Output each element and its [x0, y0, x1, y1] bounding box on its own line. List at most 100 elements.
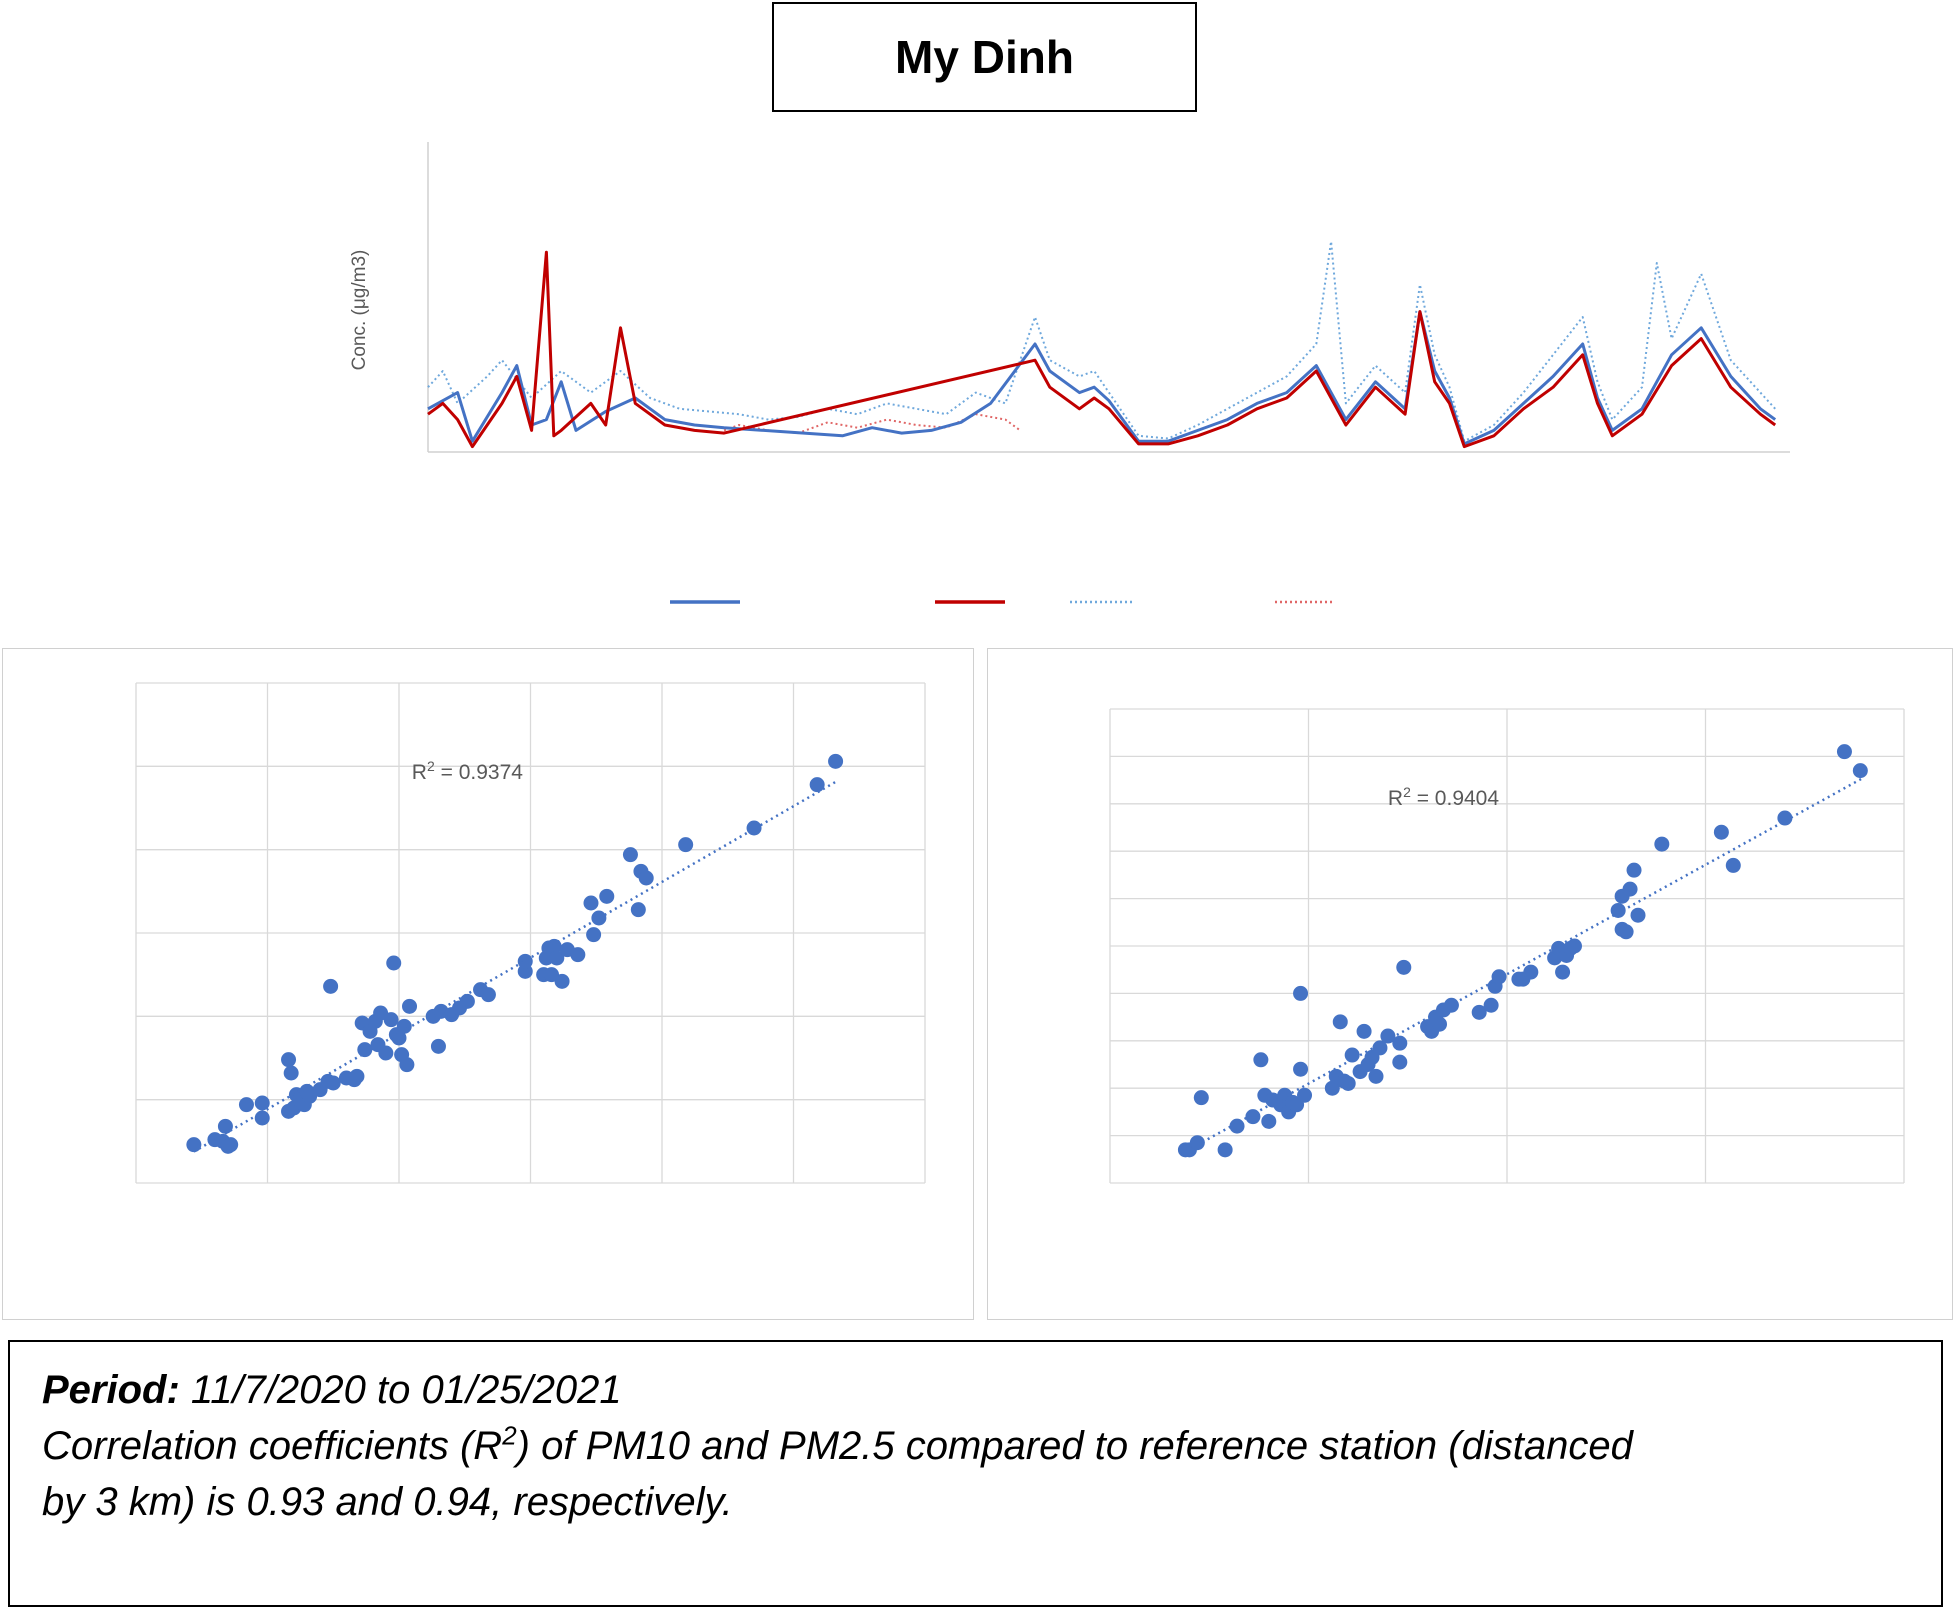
scatter-point — [591, 910, 607, 926]
r-squared-sup: 2 — [1403, 784, 1411, 800]
scatter-point — [1630, 907, 1646, 923]
scatter-point — [1618, 924, 1634, 940]
scatter-point — [1193, 1090, 1209, 1106]
note-period: Period: 11/7/2020 to 01/25/2021 — [42, 1362, 1909, 1418]
scatter-point — [1245, 1109, 1261, 1125]
r-squared-label: R — [412, 761, 427, 784]
scatter-point — [1229, 1118, 1245, 1134]
pm10-scatter-panel: R2 = 0.9374 — [2, 648, 974, 1320]
scatter-point — [391, 1030, 407, 1046]
scatter-point — [1555, 964, 1571, 980]
scatter-point — [1293, 1061, 1309, 1077]
scatter-point — [383, 1012, 399, 1028]
scatter-point — [1392, 1035, 1408, 1051]
scatter-point — [357, 1042, 373, 1058]
scatter-point — [554, 973, 570, 989]
r-squared: R2 = 0.9404 — [1388, 784, 1499, 810]
ts-y-axis-label: Conc. (μg/m3) — [349, 250, 370, 371]
trendline — [1180, 776, 1865, 1155]
scatter-point — [809, 777, 825, 793]
scatter-point — [570, 947, 586, 963]
note-line1: Correlation coefficients (R2) of PM10 an… — [42, 1418, 1909, 1474]
note-line1-sup: 2 — [502, 1420, 517, 1451]
scatter-point — [599, 888, 615, 904]
scatter-point — [1622, 881, 1638, 897]
scatter-point — [378, 1045, 394, 1061]
r-squared-sup: 2 — [427, 758, 435, 774]
pm25-scatter-panel: R2 = 0.9404 — [987, 648, 1953, 1320]
scatter-point — [402, 998, 418, 1014]
scatter-point — [238, 1097, 254, 1113]
scatter-point — [678, 837, 694, 853]
note-box: Period: 11/7/2020 to 01/25/2021 Correlat… — [8, 1340, 1943, 1607]
scatter-point — [622, 847, 638, 863]
scatter-point — [828, 753, 844, 769]
scatter-point — [1368, 1068, 1384, 1084]
scatter-point — [638, 870, 654, 886]
note-line1-a: Correlation coefficients (R — [42, 1424, 503, 1468]
chart-title: My Dinh — [895, 31, 1074, 83]
note-line2: by 3 km) is 0.93 and 0.94, respectively. — [42, 1480, 733, 1524]
scatter-point — [1523, 964, 1539, 980]
scatter-point — [1189, 1135, 1205, 1151]
scatter-point — [1483, 997, 1499, 1013]
scatter-point — [349, 1068, 365, 1084]
ts-series-line-1 — [427, 250, 1777, 449]
note-period-label: Period: — [42, 1368, 180, 1412]
scatter-point — [630, 902, 646, 918]
scatter-point — [1261, 1113, 1277, 1129]
scatter-point — [586, 927, 602, 943]
scatter-point — [1253, 1052, 1269, 1068]
scatter-point — [1380, 1028, 1396, 1044]
pm25-scatter-chart: R2 = 0.9404 — [1109, 708, 1905, 1184]
time-series-chart: Conc. (μg/m3) — [349, 142, 1790, 604]
scatter-point — [1293, 985, 1309, 1001]
scatter-point — [1836, 744, 1852, 760]
scatter-point — [1344, 1047, 1360, 1063]
scatter-point — [1443, 997, 1459, 1013]
r-squared: R2 = 0.9374 — [412, 758, 523, 784]
scatter-point — [1777, 810, 1793, 826]
ts-y-axis — [427, 142, 1790, 453]
scatter-point — [1332, 1014, 1348, 1030]
scatter-point — [1217, 1142, 1233, 1158]
scatter-point — [386, 955, 402, 971]
ts-series-line-0 — [427, 310, 1777, 446]
scatter-point — [1566, 938, 1582, 954]
scatter-point — [517, 953, 533, 969]
scatter-point — [1297, 1087, 1313, 1103]
scatter-point — [430, 1038, 446, 1054]
scatter-point — [1356, 1023, 1372, 1039]
scatter-point — [1725, 857, 1741, 873]
scatter-point — [546, 938, 562, 954]
scatter-point — [1852, 763, 1868, 779]
scatter-point — [1654, 836, 1670, 852]
scatter-point — [1340, 1075, 1356, 1091]
scatter-point — [459, 993, 475, 1009]
r-squared-label: R — [1388, 787, 1403, 810]
scatter-point — [480, 987, 496, 1003]
scatter-point — [254, 1110, 270, 1126]
scatter-point — [186, 1137, 202, 1153]
scatter-point — [254, 1095, 270, 1111]
scatter-point — [223, 1137, 239, 1153]
scatter-point — [325, 1075, 341, 1091]
scatter-point — [217, 1118, 233, 1134]
r-squared-value: = 0.9374 — [435, 761, 523, 784]
scatter-point — [1392, 1054, 1408, 1070]
scatter-point — [746, 820, 762, 836]
scatter-point — [1372, 1040, 1388, 1056]
scatter-point — [323, 978, 339, 994]
scatter-point — [1324, 1080, 1340, 1096]
scatter-point — [583, 895, 599, 911]
pm10-scatter-chart: R2 = 0.9374 — [135, 682, 926, 1184]
ts-series-group — [427, 240, 1777, 449]
scatter-point — [1396, 959, 1412, 975]
scatter-point — [1610, 902, 1626, 918]
scatter-point — [1432, 1016, 1448, 1032]
scatter-point — [1626, 862, 1642, 878]
ts-series-line-2 — [427, 240, 1776, 443]
scatter-point — [396, 1018, 412, 1034]
scatter-point — [1471, 1004, 1487, 1020]
chart-title-box: My Dinh — [772, 2, 1197, 112]
